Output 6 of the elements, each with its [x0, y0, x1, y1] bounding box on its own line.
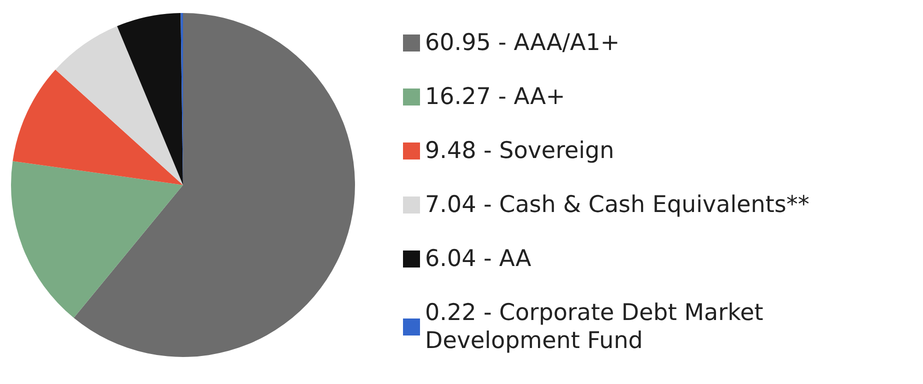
legend-label: 7.04 - Cash & Cash Equivalents** — [425, 192, 810, 218]
legend-label: 60.95 - AAA/A1+ — [425, 30, 620, 56]
legend-label: 9.48 - Sovereign — [425, 138, 614, 164]
legend-label: 16.27 - AA+ — [425, 84, 566, 110]
legend-label: 6.04 - AA — [425, 246, 532, 272]
legend-label: 0.22 - Corporate Debt Market Development Fund — [425, 300, 771, 354]
